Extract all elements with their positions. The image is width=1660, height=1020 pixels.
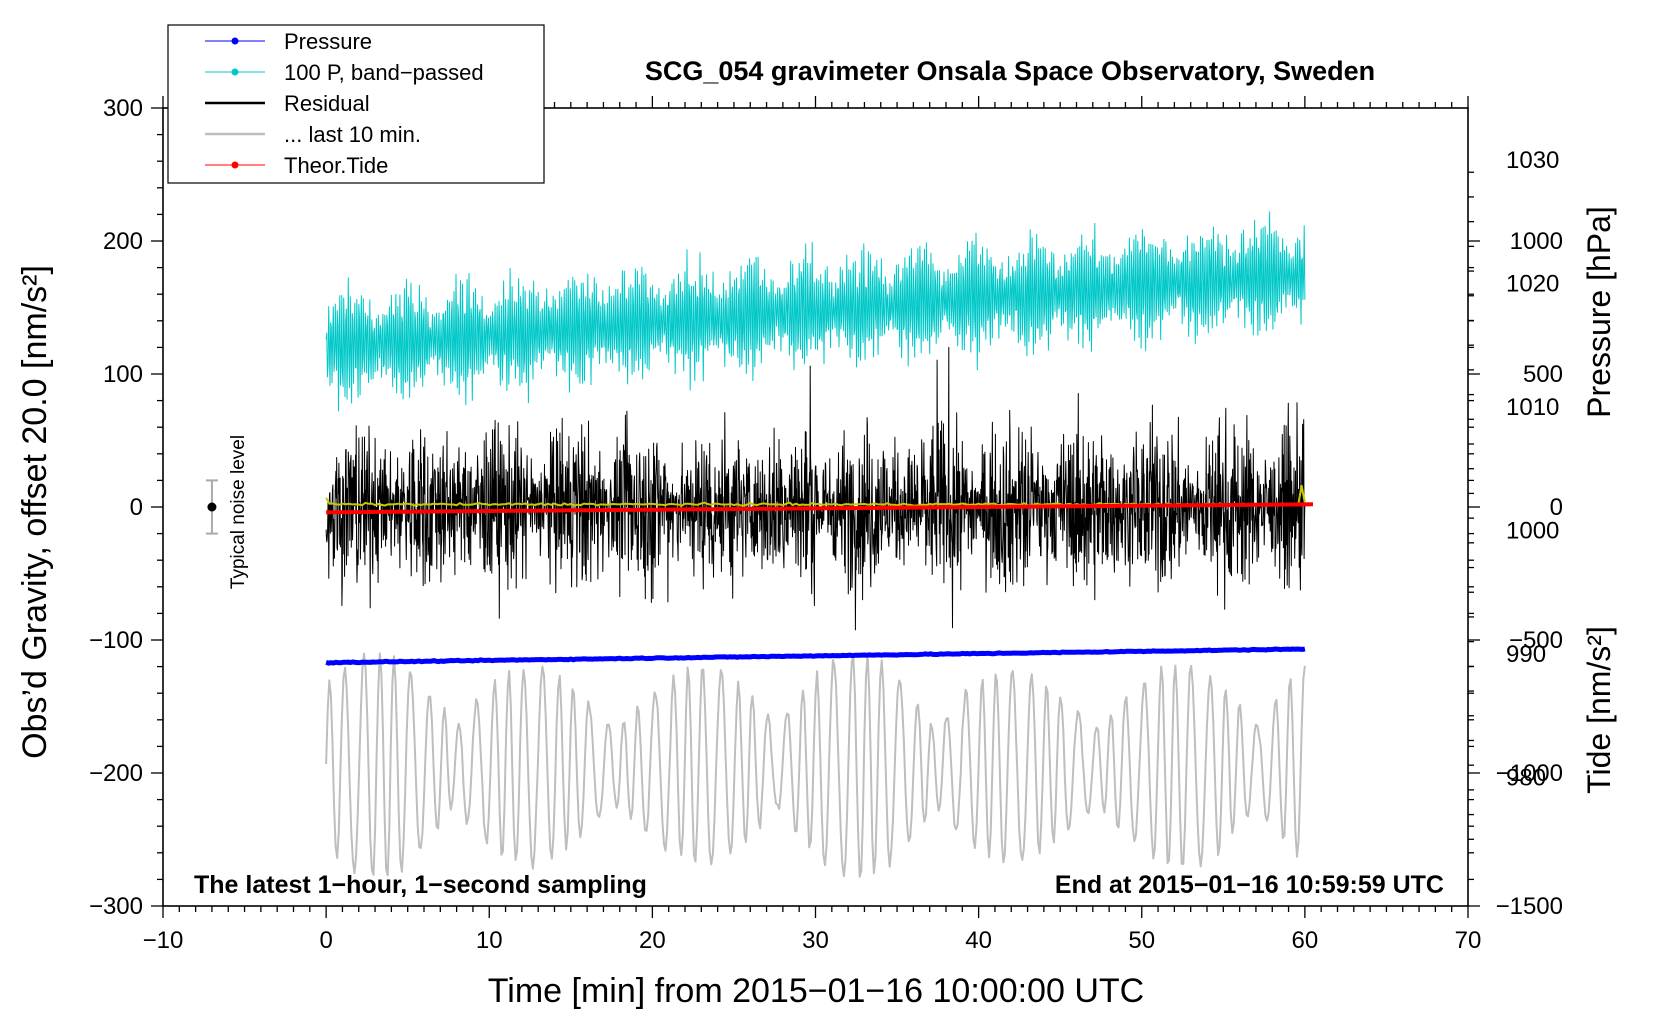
series-layer	[325, 211, 1314, 878]
x-tick-label: 40	[965, 927, 992, 954]
legend-label: Theor.Tide	[284, 153, 388, 178]
pressure-tick-label: 990	[1506, 641, 1546, 668]
x-tick-label: 0	[319, 927, 332, 954]
tide-tick-label: −1500	[1496, 893, 1563, 920]
pressure-tick-label: 1010	[1506, 394, 1559, 421]
axes-layer: −10 0 10 20 30 40 50 60 703002001000−100−200−300…	[89, 95, 1563, 954]
series-theor-tide	[326, 502, 1314, 515]
x-tick-label: 30	[802, 927, 829, 954]
pressure-tick-label: 1000	[1506, 517, 1559, 544]
noise-level-dot	[207, 502, 217, 512]
x-axis-label: Time [min] from 2015−01−16 10:00:00 UTC	[488, 972, 1144, 1010]
y-axis-label-pressure: Pressure [hPa]	[1581, 206, 1617, 418]
tide-tick-label: 500	[1523, 361, 1563, 388]
chart-title: SCG_054 gravimeter Onsala Space Observat…	[645, 56, 1375, 86]
x-tick-label: 10	[476, 927, 503, 954]
y-tick-label-left: 0	[130, 494, 143, 521]
pressure-tick-label: 980	[1506, 765, 1546, 792]
annotation-end-time: End at 2015−01−16 10:59:59 UTC	[1055, 871, 1444, 899]
y-tick-label-left: −200	[89, 760, 143, 787]
y-axis-label-tide: Tide [nm/s²]	[1581, 626, 1617, 794]
legend-swatch-marker	[231, 161, 239, 169]
y-tick-label-left: 300	[103, 95, 143, 122]
series-last-10-min	[325, 652, 1306, 878]
x-tick-label: 20	[639, 927, 666, 954]
legend: Pressure 100 P, band−passed Residual ... la…	[167, 24, 545, 184]
x-tick-label: 70	[1455, 927, 1482, 954]
tide-tick-label: −1000	[1496, 760, 1563, 787]
legend-swatch-marker	[231, 37, 239, 45]
tide-tick-label: 0	[1550, 494, 1563, 521]
pressure-tick-label: 1030	[1506, 147, 1559, 174]
series-residual	[325, 346, 1306, 631]
noise-level-label: Typical noise level	[228, 435, 249, 589]
legend-label: Residual	[284, 91, 370, 116]
pressure-tick-label: 1020	[1506, 270, 1559, 297]
y-tick-label-left: 200	[103, 228, 143, 255]
annotation-sampling: The latest 1−hour, 1−second sampling	[194, 871, 647, 899]
tide-tick-label: 1000	[1510, 228, 1563, 255]
y-axis-label-left: Obs’d Gravity, offset 20.0 [nm/s²]	[16, 265, 54, 759]
x-tick-label: 50	[1128, 927, 1155, 954]
legend-label: 100 P, band−passed	[284, 60, 484, 85]
y-tick-label-left: −100	[89, 627, 143, 654]
legend-label: Pressure	[284, 29, 372, 54]
x-tick-label: 60	[1292, 927, 1319, 954]
legend-label: ... last 10 min.	[284, 122, 421, 147]
y-tick-label-left: −300	[89, 893, 143, 920]
series-band-passed-pressure	[325, 211, 1306, 412]
legend-swatch-marker	[231, 68, 239, 76]
legend-items: Pressure 100 P, band−passed Residual ... la…	[205, 29, 484, 178]
x-tick-label: −10	[143, 927, 184, 954]
tide-tick-label: −500	[1509, 627, 1563, 654]
series-pressure	[325, 646, 1306, 666]
y-tick-label-left: 100	[103, 361, 143, 388]
